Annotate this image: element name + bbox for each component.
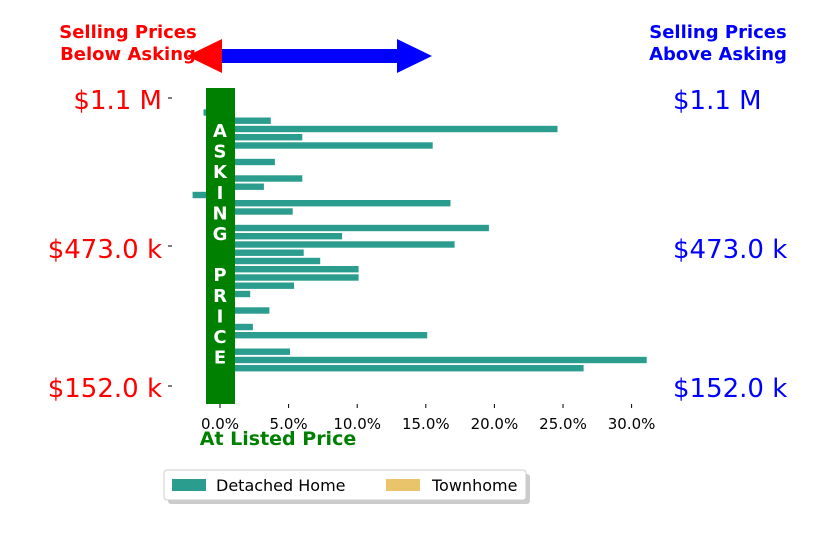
arrow-head-right	[397, 39, 432, 73]
y-tick-left-low: $152.0 k	[48, 374, 162, 404]
bar-detached-21	[220, 274, 359, 281]
y-tick-right-mid: $473.0 k	[673, 235, 787, 265]
asking-letter-2: K	[213, 162, 228, 183]
asking-letter-3: I	[217, 183, 224, 204]
x-tick-label-2: 10.0%	[333, 415, 381, 433]
legend-box	[163, 469, 527, 501]
bar-detached-12	[220, 200, 451, 207]
asking-letter-4: N	[212, 203, 227, 224]
x-tick-label-0: 0.0%	[201, 415, 239, 433]
asking-letter-7: P	[213, 265, 226, 286]
asking-letter-11: E	[214, 348, 226, 369]
y-tick-left-mid: $473.0 k	[48, 235, 162, 265]
x-tick-label-5: 25.0%	[539, 415, 587, 433]
bars-group	[192, 101, 647, 390]
legend-swatch-detached	[172, 479, 206, 491]
asking-letter-10: C	[213, 327, 226, 348]
bar-detached-10	[220, 183, 264, 190]
bar-detached-25	[220, 307, 270, 314]
y-tick-right-low: $152.0 k	[673, 374, 787, 404]
x-tick-label-4: 20.0%	[471, 415, 519, 433]
bar-detached-19	[220, 257, 321, 265]
asking-letter-8: R	[213, 286, 227, 307]
right-title-line1: Selling Prices	[649, 22, 786, 43]
y-tick-left-high: $1.1 M	[73, 86, 162, 116]
bar-detached-28	[220, 332, 428, 339]
bar-detached-20	[220, 266, 359, 273]
bar-detached-30	[220, 348, 290, 355]
right-title-line2: Above Asking	[649, 44, 787, 65]
legend-swatch-townhome	[386, 479, 420, 491]
at-listed-price-label: At Listed Price	[200, 428, 356, 450]
bar-detached-2	[220, 117, 271, 124]
bar-detached-22	[220, 282, 295, 289]
legend-label-townhome: Townhome	[431, 476, 517, 495]
bar-detached-23	[220, 290, 251, 298]
y-tick-right-high: $1.1 M	[673, 86, 762, 116]
bar-detached-31	[220, 356, 647, 364]
arrow-shaft	[220, 49, 400, 63]
x-tick-label-1: 5.0%	[270, 415, 308, 433]
left-title-line2: Below Asking	[60, 44, 196, 65]
bar-detached-17	[220, 241, 455, 248]
arrow-head-left	[187, 39, 222, 73]
bar-detached-7	[220, 158, 275, 166]
bar-detached-4	[220, 134, 303, 141]
bar-detached-27	[220, 323, 253, 331]
bar-detached-3	[220, 125, 558, 133]
legend-label-detached: Detached Home	[216, 476, 346, 495]
asking-letter-9: I	[217, 306, 224, 327]
bar-detached-13	[220, 208, 293, 215]
asking-letter-1: S	[214, 142, 227, 163]
x-tick-label-6: 30.0%	[608, 415, 656, 433]
legend: Detached Home Townhome	[163, 469, 530, 504]
bar-detached-18	[220, 249, 304, 256]
asking-letter-0: A	[213, 121, 227, 142]
left-title-line1: Selling Prices	[59, 22, 196, 43]
x-tick-label-3: 15.0%	[402, 415, 450, 433]
bar-detached-15	[220, 224, 489, 232]
asking-price-band	[206, 88, 235, 404]
bar-detached-5	[220, 142, 433, 149]
bar-detached-16	[220, 233, 343, 240]
asking-letter-5: G	[213, 224, 228, 245]
bar-detached-9	[220, 175, 303, 182]
x-ticks-group: 0.0% 5.0% 10.0% 15.0% 20.0% 25.0% 30.0%	[201, 404, 655, 433]
bar-detached-32	[220, 365, 584, 372]
